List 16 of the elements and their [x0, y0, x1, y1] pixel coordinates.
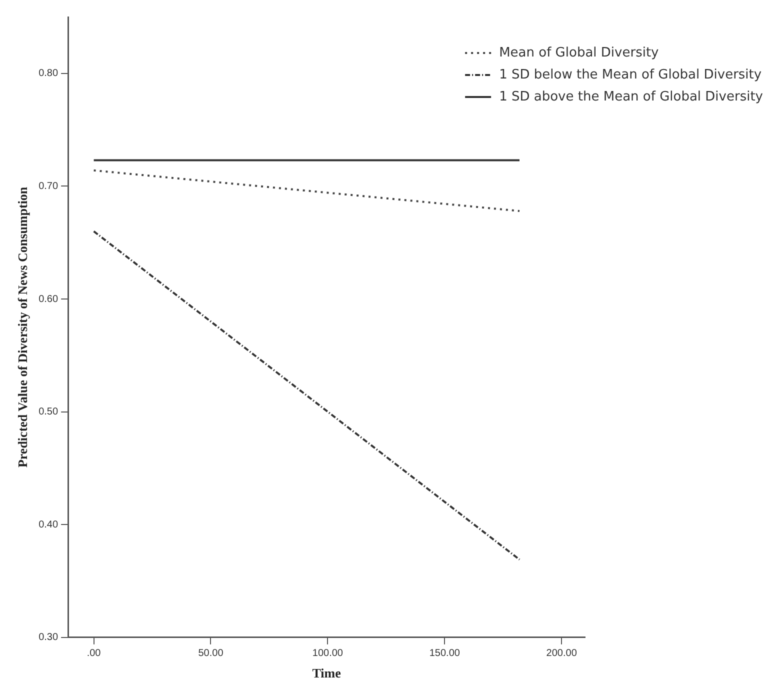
- legend-label: Mean of Global Diversity: [499, 45, 660, 60]
- x-tick-label: 50.00: [198, 648, 224, 660]
- y-tick-label: 0.70: [38, 180, 58, 192]
- y-tick-label: 0.40: [38, 519, 58, 530]
- x-tick-label: 100.00: [312, 648, 344, 660]
- x-tick-label: 200.00: [546, 648, 578, 660]
- x-axis-title: Time: [312, 666, 342, 681]
- x-tick-label: .00: [86, 648, 102, 660]
- y-axis-title: Predicted Value of Diversity of News Consumption: [15, 186, 30, 468]
- y-tick-label: 0.30: [38, 632, 58, 644]
- y-tick-label: 0.50: [38, 406, 58, 418]
- legend-label: 1 SD below the Mean of Global Diversity: [499, 67, 762, 82]
- x-tick-label: 150.00: [429, 648, 460, 660]
- y-tick-label: 0.80: [38, 68, 58, 80]
- legend-label: 1 SD above the Mean of Global Diversity: [499, 89, 764, 104]
- y-tick-label: 0.60: [38, 294, 58, 305]
